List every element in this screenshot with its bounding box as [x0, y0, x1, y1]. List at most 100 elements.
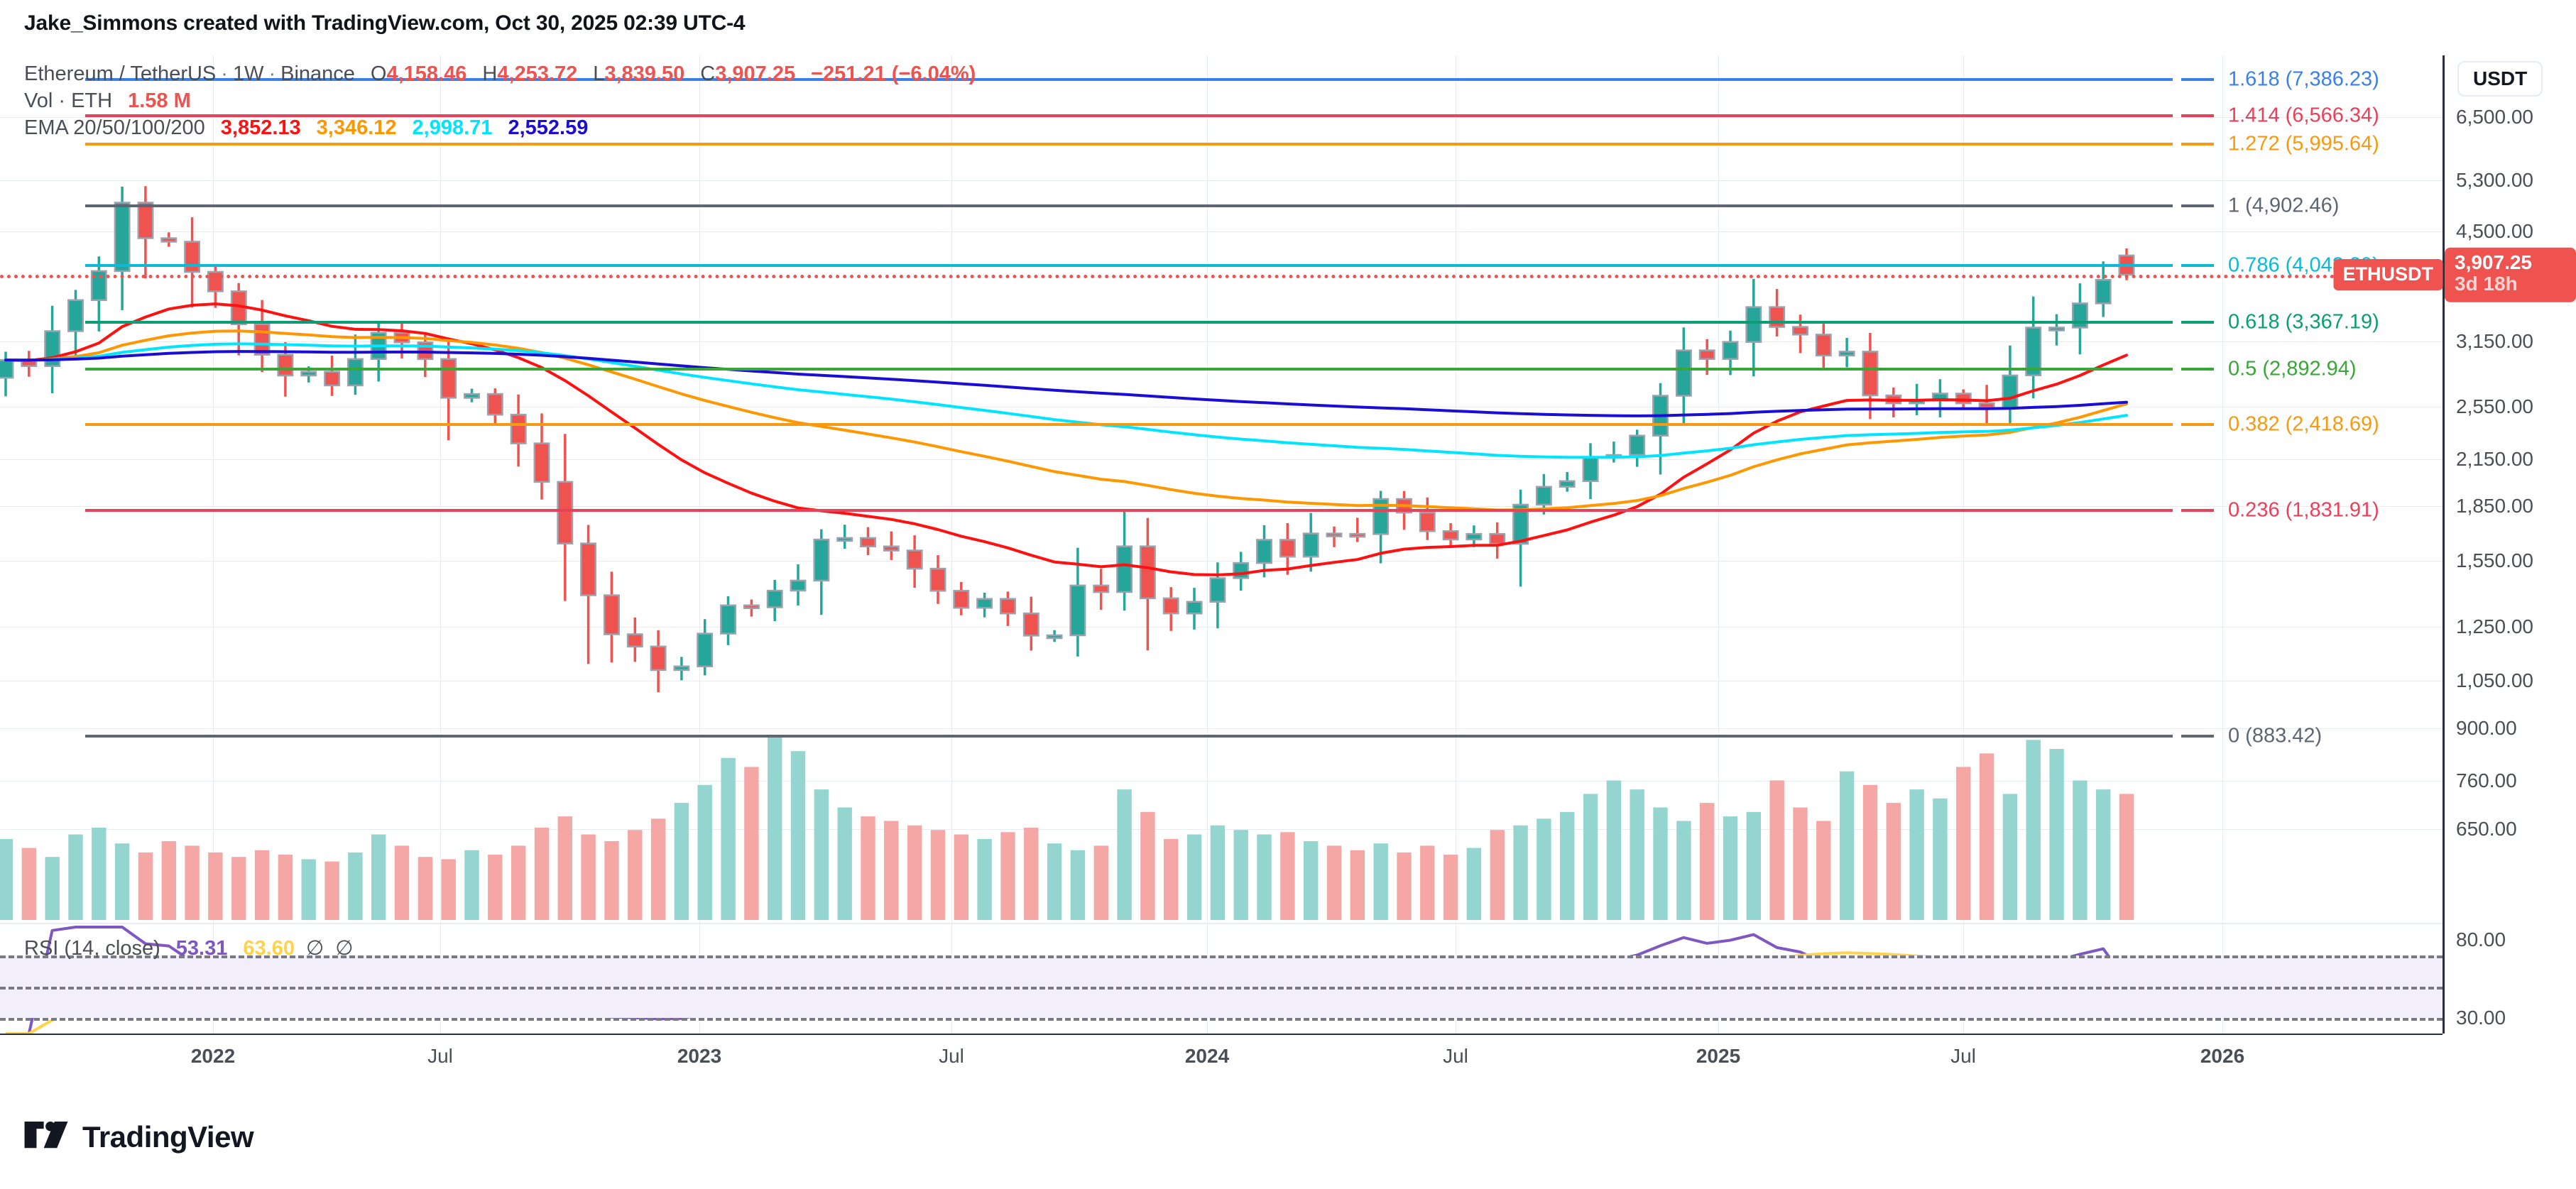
volume-bar — [1280, 832, 1295, 920]
volume-bar — [697, 784, 712, 920]
rsi-pane[interactable] — [0, 926, 2443, 1035]
volume-bar — [441, 859, 456, 920]
candle-body — [1978, 402, 1995, 409]
volume-bar — [814, 789, 829, 920]
gridline-v-7 — [1963, 55, 1964, 1034]
candle-body — [2071, 302, 2088, 329]
chart-plot-area[interactable]: 1.618 (7,386.23) 1.414 (6,566.34) 1.272 (5… — [0, 55, 2443, 1035]
fib-legend-swatch — [2181, 114, 2214, 117]
candle-body — [673, 665, 690, 672]
price-pane[interactable]: 1.618 (7,386.23) 1.414 (6,566.34) 1.272 (5… — [0, 55, 2443, 1034]
candle-body — [790, 579, 807, 592]
chart-legend[interactable]: Ethereum / TetherUS · 1W · Binance O 4,1… — [24, 62, 976, 143]
volume-bar — [1210, 825, 1226, 920]
candle-body — [114, 202, 131, 273]
currency-badge[interactable]: USDT — [2457, 61, 2543, 97]
candle-body — [1442, 530, 1459, 541]
candle-body — [953, 590, 970, 609]
volume-bar — [1350, 850, 1365, 920]
volume-bar — [231, 857, 246, 920]
volume-bar — [721, 757, 736, 920]
candle-body — [300, 371, 317, 377]
candle-body — [1186, 601, 1203, 615]
legend-row-symbol[interactable]: Ethereum / TetherUS · 1W · Binance O 4,1… — [24, 62, 976, 89]
volume-bar — [1862, 784, 1878, 920]
volume-bar — [1956, 767, 1971, 920]
volume-bar — [2119, 794, 2134, 920]
candle-body — [1955, 393, 1972, 405]
fib-line — [85, 114, 2173, 117]
price-tick-0: 6,500.00 — [2456, 106, 2533, 128]
price-tick-8: 1,250.00 — [2456, 615, 2533, 638]
price-scale[interactable]: USDT 6,500.00 5,300.00 4,500.00 3,150.00 2,5… — [2443, 55, 2576, 1034]
legend-high-label: H — [482, 62, 498, 85]
fib-label: 0 (883.42) — [2228, 724, 2323, 747]
current-price-value: 3,907.25 — [2455, 251, 2532, 273]
volume-bar — [744, 767, 759, 920]
candle-body — [1022, 612, 1039, 637]
price-tick-2: 4,500.00 — [2456, 219, 2533, 242]
volume-bar — [604, 841, 619, 920]
fib-legend-swatch — [2181, 508, 2214, 512]
time-tick-2024-4: 2024 — [1184, 1045, 1230, 1067]
volume-bar — [2073, 780, 2087, 920]
price-tick-10: 900.00 — [2456, 717, 2517, 740]
volume-bar — [930, 830, 946, 920]
pane-separator — [0, 923, 2443, 924]
price-tick-3: 3,150.00 — [2456, 329, 2533, 352]
volume-bar — [884, 821, 899, 920]
rsi-null-value-2: ∅ — [335, 937, 354, 960]
candle-body — [697, 632, 714, 668]
volume-bar — [1700, 803, 1715, 920]
volume-bar — [2002, 794, 2018, 920]
fib-legend-swatch — [2181, 77, 2214, 81]
time-scale[interactable]: 2022 Jul 2023 Jul 2024 Jul 2025 Jul 2026 — [0, 1034, 2443, 1078]
candle-body — [1046, 634, 1063, 640]
fib-line — [85, 367, 2173, 371]
gridline-h-5 — [0, 459, 2443, 461]
volume-bar — [2049, 749, 2064, 920]
volume-bar — [1583, 794, 1598, 920]
rsi-legend[interactable]: RSI (14, close) 53.31 63.60 ∅ ∅ — [24, 936, 353, 963]
volume-bar — [768, 735, 782, 920]
current-price-line — [0, 275, 2443, 279]
price-tick-5: 2,150.00 — [2456, 448, 2533, 471]
candle-body — [766, 589, 783, 608]
volume-bar — [1979, 753, 1994, 920]
volume-bar — [1024, 828, 1039, 920]
candle-body — [1419, 511, 1436, 532]
gridline-v-1 — [440, 55, 441, 1034]
fib-legend-swatch — [2181, 264, 2214, 268]
time-tick-jul-7: Jul — [1950, 1045, 1976, 1067]
bar-countdown: 3d 18h — [2455, 273, 2518, 295]
volume-bar — [534, 828, 550, 920]
candle-body — [346, 358, 364, 387]
current-price-tag[interactable]: 3,907.25 3d 18h — [2445, 247, 2576, 302]
candle-body — [1838, 351, 1855, 357]
ema-100-line — [4, 342, 2128, 459]
candle-body — [1000, 598, 1016, 615]
candle-body — [1769, 306, 1786, 328]
legend-dot-2: · — [268, 62, 276, 85]
volume-bar — [581, 834, 596, 920]
candle-body — [1279, 539, 1296, 558]
volume-bar — [1676, 821, 1691, 920]
candle-body — [580, 542, 597, 596]
gridline-v-4 — [1207, 55, 1208, 1034]
legend-ema200-value: 2,552.59 — [508, 116, 589, 139]
candle-body — [836, 537, 853, 542]
rsi-legend-row[interactable]: RSI (14, close) 53.31 63.60 ∅ ∅ — [24, 936, 353, 963]
volume-bar — [464, 850, 479, 920]
legend-interval: 1W — [232, 62, 264, 85]
volume-bar — [650, 818, 666, 920]
legend-row-volume[interactable]: Vol · ETH 1.58 M — [24, 89, 976, 116]
rsi-tick-1: 30.00 — [2456, 1006, 2506, 1029]
volume-bar — [394, 845, 410, 920]
time-tick-2026-8: 2026 — [2200, 1045, 2245, 1067]
tradingview-footer-logo[interactable]: TradingView — [24, 1120, 254, 1154]
legend-open-value: 4,158.46 — [386, 62, 467, 85]
legend-row-ema[interactable]: EMA 20/50/100/200 3,852.13 3,346.12 2,99… — [24, 116, 976, 143]
tradingview-logomark-icon — [24, 1122, 68, 1149]
candle-body — [1698, 349, 1715, 360]
